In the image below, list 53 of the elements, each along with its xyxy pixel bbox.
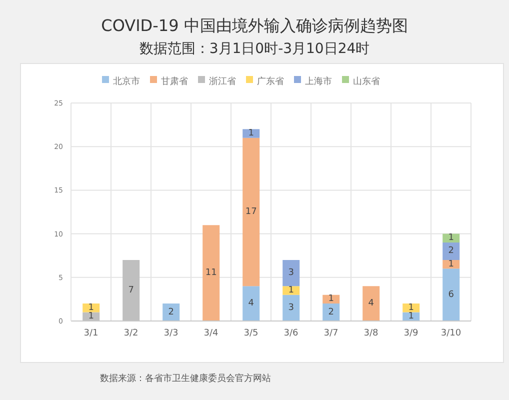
data-label: 2 — [448, 246, 454, 256]
x-tick-label: 3/4 — [204, 328, 219, 338]
data-label: 1 — [288, 285, 294, 296]
data-label: 1 — [448, 259, 454, 270]
data-label: 7 — [128, 285, 134, 296]
data-label: 3 — [288, 302, 294, 313]
data-label: 1 — [408, 302, 414, 313]
bar — [162, 304, 180, 321]
legend-label: 广东省 — [257, 77, 284, 87]
data-label: 4 — [368, 298, 374, 309]
data-label: 1 — [248, 128, 254, 139]
x-tick-label: 3/6 — [284, 328, 299, 338]
data-label: 17 — [245, 207, 257, 217]
bar — [202, 225, 220, 321]
legend-label: 山东省 — [353, 77, 380, 87]
data-label: 1 — [88, 302, 94, 313]
bar — [242, 129, 260, 138]
x-tick-label: 3/7 — [324, 328, 338, 338]
bar — [402, 304, 420, 312]
chart-title: COVID-19 中国由境外输入确诊病例趋势图 — [100, 16, 409, 36]
data-label: 2 — [328, 307, 334, 318]
x-tick-label: 3/5 — [244, 328, 258, 338]
legend-label: 北京市 — [113, 77, 140, 87]
bar — [322, 304, 340, 321]
bar — [442, 268, 460, 321]
data-label: 1 — [328, 294, 334, 304]
data-label: 2 — [168, 307, 174, 318]
bar — [362, 286, 380, 321]
source-note: 数据来源：各省市卫生健康委员会官方网站 — [100, 373, 271, 385]
data-label: 3 — [288, 268, 294, 278]
data-label: 4 — [248, 298, 254, 309]
chart-subtitle: 数据范围：3月1日0时-3月10日24时 — [138, 40, 371, 58]
data-label: 11 — [205, 268, 217, 278]
legend-label: 甘肃省 — [161, 77, 188, 87]
data-label: 1 — [448, 233, 454, 244]
x-tick-label: 3/9 — [404, 328, 419, 338]
legend-label: 上海市 — [305, 77, 332, 87]
data-label: 1 — [408, 312, 414, 322]
bar — [442, 242, 460, 260]
x-tick-label: 3/2 — [124, 328, 138, 338]
data-label: 1 — [88, 312, 94, 322]
x-tick-label: 3/3 — [164, 328, 178, 338]
x-tick-label: 3/8 — [364, 328, 379, 338]
x-tick-label: 3/1 — [84, 328, 98, 338]
bar — [282, 286, 300, 295]
bar — [282, 260, 300, 286]
bar — [242, 286, 260, 321]
x-tick-label: 3/10 — [440, 328, 462, 338]
bar — [282, 294, 300, 321]
bar — [242, 138, 260, 286]
legend-label: 浙江省 — [209, 77, 236, 87]
bar — [82, 304, 100, 312]
data-label: 6 — [448, 290, 454, 300]
